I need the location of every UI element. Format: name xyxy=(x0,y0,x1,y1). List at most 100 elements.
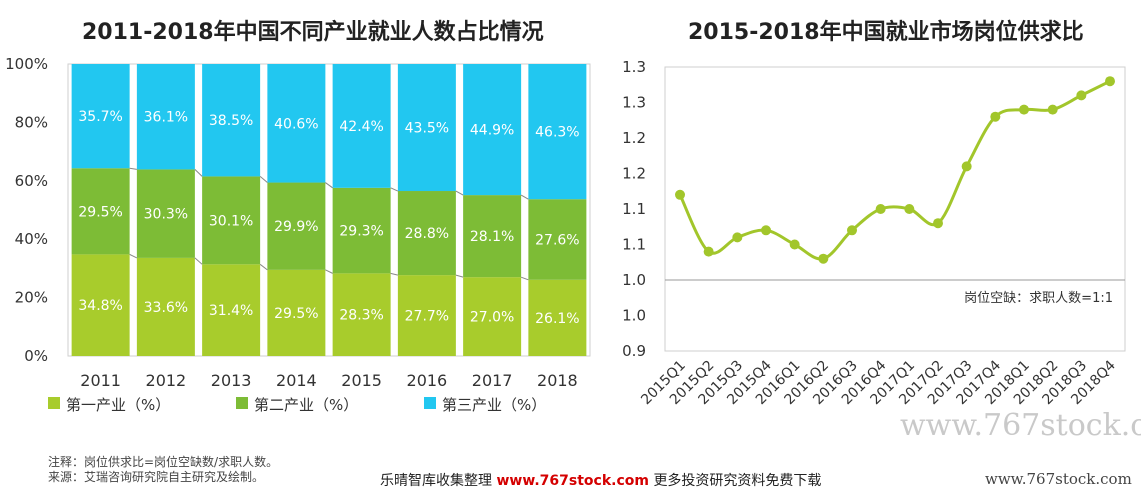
footer: 乐晴智库收集整理 www.767stock.com 更多投资研究资料免费下载 xyxy=(380,470,821,490)
bar-connector-line xyxy=(390,272,398,276)
bar-ytick-label: 100% xyxy=(5,55,48,73)
bar-segment xyxy=(528,64,587,200)
bar-segment xyxy=(463,64,522,196)
line-data-point xyxy=(1019,104,1029,115)
notes: 注释：岗位供求比=岗位空缺数/求职人数。 来源：艾瑞咨询研究院自主研究及绘制。 xyxy=(48,455,278,485)
bar-value-label: 46.3% xyxy=(535,125,579,141)
bar-value-label: 29.5% xyxy=(274,306,318,322)
bar-value-label: 27.7% xyxy=(405,309,449,325)
bar-value-label: 29.5% xyxy=(78,204,122,220)
bar-segment xyxy=(202,64,261,177)
supply-demand-line xyxy=(678,79,1111,261)
bar-segment xyxy=(267,182,326,270)
legend-swatch xyxy=(48,397,60,409)
note-source: 来源：艾瑞咨询研究院自主研究及绘制。 xyxy=(48,470,265,484)
bar-value-label: 27.6% xyxy=(535,232,579,248)
bar-value-label: 35.7% xyxy=(78,109,122,125)
bar-xtick-label: 2011 xyxy=(80,371,121,390)
bar-connector-line xyxy=(520,194,529,200)
bar-value-label: 26.1% xyxy=(535,311,579,327)
bar-plot-frame xyxy=(67,63,591,357)
bar-ytick-label: 20% xyxy=(15,289,48,307)
bar-value-label: 44.9% xyxy=(470,123,514,139)
line-data-point xyxy=(789,239,800,250)
bar-connector-line xyxy=(194,257,203,265)
bar-value-label: 36.1% xyxy=(144,110,188,126)
bar-segment xyxy=(136,169,195,258)
bar-segment xyxy=(332,64,391,188)
bar-connector-line xyxy=(455,274,464,278)
bar-xtick-label: 2017 xyxy=(472,371,513,390)
bar-segment xyxy=(528,279,587,356)
bar-segment xyxy=(528,199,587,280)
bar-value-label: 33.6% xyxy=(144,300,188,316)
bar-segment xyxy=(136,64,195,170)
bar-ytick-label: 40% xyxy=(15,230,48,248)
note-definition: 注释：岗位供求比=岗位空缺数/求职人数。 xyxy=(48,455,279,469)
line-data-point xyxy=(761,225,771,236)
bar-ytick-label: 0% xyxy=(24,347,48,365)
legend-label: 第三产业（%） xyxy=(442,396,546,414)
bar-segment xyxy=(463,277,522,356)
bar-value-label: 34.8% xyxy=(78,298,122,314)
footer-url[interactable]: www.767stock.com xyxy=(496,473,649,489)
bar-segment xyxy=(202,176,261,265)
line-ytick-label: 1.0 xyxy=(622,307,646,325)
bar-connector-line xyxy=(390,187,399,192)
bar-value-label: 30.3% xyxy=(144,207,188,223)
line-data-point xyxy=(933,218,943,229)
bar-connector-line xyxy=(455,190,464,196)
bar-segment xyxy=(332,187,391,274)
line-ytick-label: 0.9 xyxy=(622,342,646,360)
bar-connector-line xyxy=(129,167,137,170)
watermark-large: www.767stock.co xyxy=(900,408,1141,443)
line-ytick-label: 1.3 xyxy=(622,58,646,76)
bar-value-label: 40.6% xyxy=(274,116,318,132)
footer-right-text: 更多投资研究资料免费下载 xyxy=(653,473,822,489)
bar-connector-line xyxy=(194,169,203,177)
line-data-point xyxy=(847,225,857,236)
line-data-point xyxy=(904,204,915,214)
legend-label: 第一产业（%） xyxy=(66,396,170,414)
line-data-point xyxy=(675,189,685,200)
bar-value-label: 27.0% xyxy=(470,310,514,326)
bar-xtick-label: 2014 xyxy=(276,371,317,390)
bar-segment xyxy=(397,64,456,192)
watermark-small: www.767stock.com xyxy=(985,470,1132,488)
bar-xtick-label: 2012 xyxy=(146,371,187,390)
line-data-point xyxy=(1105,76,1115,87)
line-data-point xyxy=(875,204,886,214)
bar-segment xyxy=(71,168,130,255)
line-ytick-label: 1.1 xyxy=(622,200,646,218)
bar-segment xyxy=(463,195,522,278)
bar-segment xyxy=(71,64,130,169)
right-chart-title: 2015-2018年中国就业市场岗位供求比 xyxy=(688,20,1084,45)
line-ytick-label: 1.3 xyxy=(622,94,646,112)
bar-value-label: 30.1% xyxy=(209,213,253,229)
bar-value-label: 43.5% xyxy=(405,121,449,137)
line-data-point xyxy=(703,246,714,257)
bar-connector-line xyxy=(129,253,138,259)
line-data-point xyxy=(1076,90,1087,101)
bar-segment xyxy=(332,273,391,356)
bar-connector-line xyxy=(520,276,529,281)
bar-segment xyxy=(202,264,261,356)
reference-line-label: 岗位空缺：求职人数=1:1 xyxy=(964,291,1113,306)
bar-xtick-label: 2018 xyxy=(537,371,578,390)
legend-label: 第二产业（%） xyxy=(254,396,358,414)
bar-value-label: 38.5% xyxy=(209,113,253,129)
bar-segment xyxy=(267,269,326,356)
bar-connector-line xyxy=(259,176,268,183)
bar-connector-line xyxy=(325,269,333,274)
bar-value-label: 28.3% xyxy=(339,308,383,324)
bar-value-label: 42.4% xyxy=(339,119,383,135)
line-data-point xyxy=(1047,104,1058,115)
bar-xtick-label: 2015 xyxy=(341,371,382,390)
line-ytick-label: 1.2 xyxy=(622,129,646,147)
legend-swatch xyxy=(424,397,436,409)
bar-segment xyxy=(397,191,456,276)
bar-value-label: 29.3% xyxy=(339,224,383,240)
footer-left-text: 乐晴智库收集整理 xyxy=(380,473,492,489)
bar-segment xyxy=(71,254,130,356)
